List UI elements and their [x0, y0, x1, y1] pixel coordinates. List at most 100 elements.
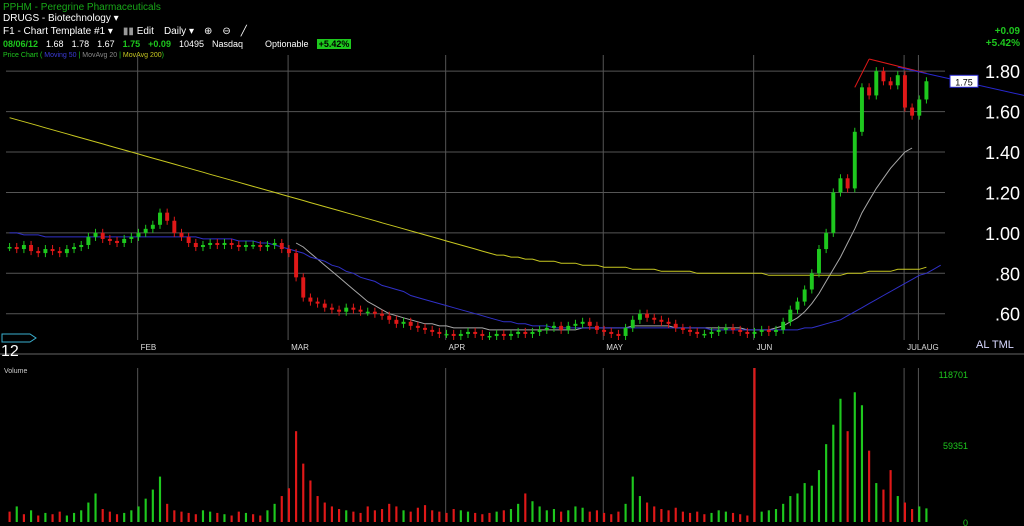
- trendline-red: [868, 58, 927, 74]
- volume-bar: [796, 493, 799, 522]
- candle-body: [286, 249, 291, 254]
- volume-bar: [51, 514, 54, 522]
- volume-bar: [201, 510, 205, 522]
- candle-body: [559, 325, 564, 330]
- quote-high: 1.78: [71, 39, 90, 49]
- candle-body: [165, 212, 170, 221]
- candle-body: [122, 238, 127, 243]
- candle-body: [136, 232, 141, 237]
- volume-bar: [94, 493, 97, 522]
- volume-bar: [101, 509, 104, 522]
- volume-bar: [173, 510, 176, 522]
- volume-bar: [230, 515, 233, 522]
- candle-body: [129, 236, 134, 239]
- volume-bar: [380, 509, 384, 522]
- sector-dropdown[interactable]: DRUGS - Biotechnology ▾: [3, 13, 119, 24]
- candle-body: [64, 249, 69, 254]
- top-right-change-value: +0.09: [994, 26, 1020, 37]
- volume-bar: [810, 485, 813, 522]
- volume-bar: [273, 503, 276, 522]
- candle-body: [408, 321, 413, 326]
- volume-bar: [180, 511, 183, 522]
- volume-bar: [918, 506, 921, 522]
- volume-bar: [724, 511, 727, 522]
- candle-body: [509, 333, 513, 336]
- volume-bar: [409, 511, 412, 522]
- candle-body: [487, 335, 492, 338]
- volume-bar: [595, 510, 599, 522]
- period-dropdown[interactable]: Daily ▾: [164, 26, 194, 37]
- template-dropdown[interactable]: F1 - Chart Template #1 ▾: [3, 26, 113, 37]
- volume-bar: [481, 514, 484, 522]
- volume-bar: [166, 503, 169, 522]
- candle-body: [852, 131, 857, 189]
- volume-bar: [44, 512, 47, 522]
- edit-label: Edit: [136, 26, 154, 37]
- candle-body: [673, 323, 678, 328]
- candle-body: [544, 327, 549, 330]
- candle-body: [895, 75, 900, 86]
- candle-body: [781, 321, 786, 330]
- candle-body: [688, 329, 693, 332]
- volume-bar: [37, 515, 40, 522]
- volume-bar: [22, 514, 25, 522]
- edit-button[interactable]: ▮▮ Edit: [123, 26, 154, 37]
- volume-panel-title: Volume: [4, 368, 27, 375]
- candle-body: [279, 242, 284, 250]
- candle-body: [874, 71, 879, 96]
- candle-body: [788, 309, 793, 322]
- sector-label: DRUGS - Biotechnology: [3, 13, 111, 24]
- zoom-out-icon[interactable]: ⊖: [222, 26, 231, 37]
- top-right-change: +0.09 +5.42%: [986, 26, 1020, 50]
- candle-body: [652, 317, 657, 320]
- volume-bar: [187, 512, 190, 522]
- candle-body: [150, 224, 155, 229]
- volume-bar: [502, 510, 505, 522]
- candle-body: [308, 297, 313, 302]
- volume-bar: [223, 514, 226, 522]
- volume-bar: [896, 496, 899, 522]
- candle-body: [831, 192, 836, 233]
- candle-body: [251, 245, 256, 247]
- x-tick-label: FEB: [141, 343, 157, 352]
- candle-body: [14, 247, 19, 250]
- price-tag-label: 1.75: [955, 77, 973, 87]
- quote-date: 08/06/12: [3, 39, 39, 49]
- candle-body: [394, 319, 399, 324]
- volume-bar: [617, 511, 620, 522]
- candle-body: [573, 323, 578, 326]
- volume-bar: [466, 511, 470, 522]
- volume-bar: [438, 511, 441, 522]
- candle-body: [752, 331, 757, 334]
- volume-bar: [330, 506, 333, 522]
- volume-bar: [337, 509, 341, 522]
- candle-body: [193, 242, 198, 248]
- candle-body: [637, 313, 642, 320]
- volume-bar: [452, 509, 455, 522]
- x-tick-label: JUN: [757, 343, 773, 352]
- candle-body: [881, 71, 886, 82]
- period-label: Daily: [163, 26, 187, 37]
- candle-body: [243, 245, 248, 248]
- candle-body: [817, 249, 821, 274]
- volume-bar: [839, 398, 842, 522]
- volume-bar: [710, 512, 713, 522]
- volume-bar: [123, 512, 126, 522]
- candle-body: [380, 313, 385, 316]
- candle-body: [86, 236, 91, 245]
- legend-ma200: MovAvg 200: [122, 52, 162, 59]
- volume-bar: [309, 480, 312, 522]
- price-tag-box: [949, 74, 979, 88]
- ma50-line: [295, 147, 913, 331]
- candle-body: [351, 307, 356, 310]
- candle-body: [680, 327, 685, 330]
- quote-optionable: Optionable: [265, 39, 309, 49]
- candle-body: [158, 212, 162, 225]
- candle-body: [551, 325, 556, 328]
- draw-tool-icon[interactable]: ╱: [240, 26, 247, 37]
- candle-body: [72, 247, 77, 250]
- zoom-in-icon[interactable]: ⊕: [203, 26, 213, 37]
- candle-body: [745, 331, 750, 334]
- candle-body: [587, 321, 592, 326]
